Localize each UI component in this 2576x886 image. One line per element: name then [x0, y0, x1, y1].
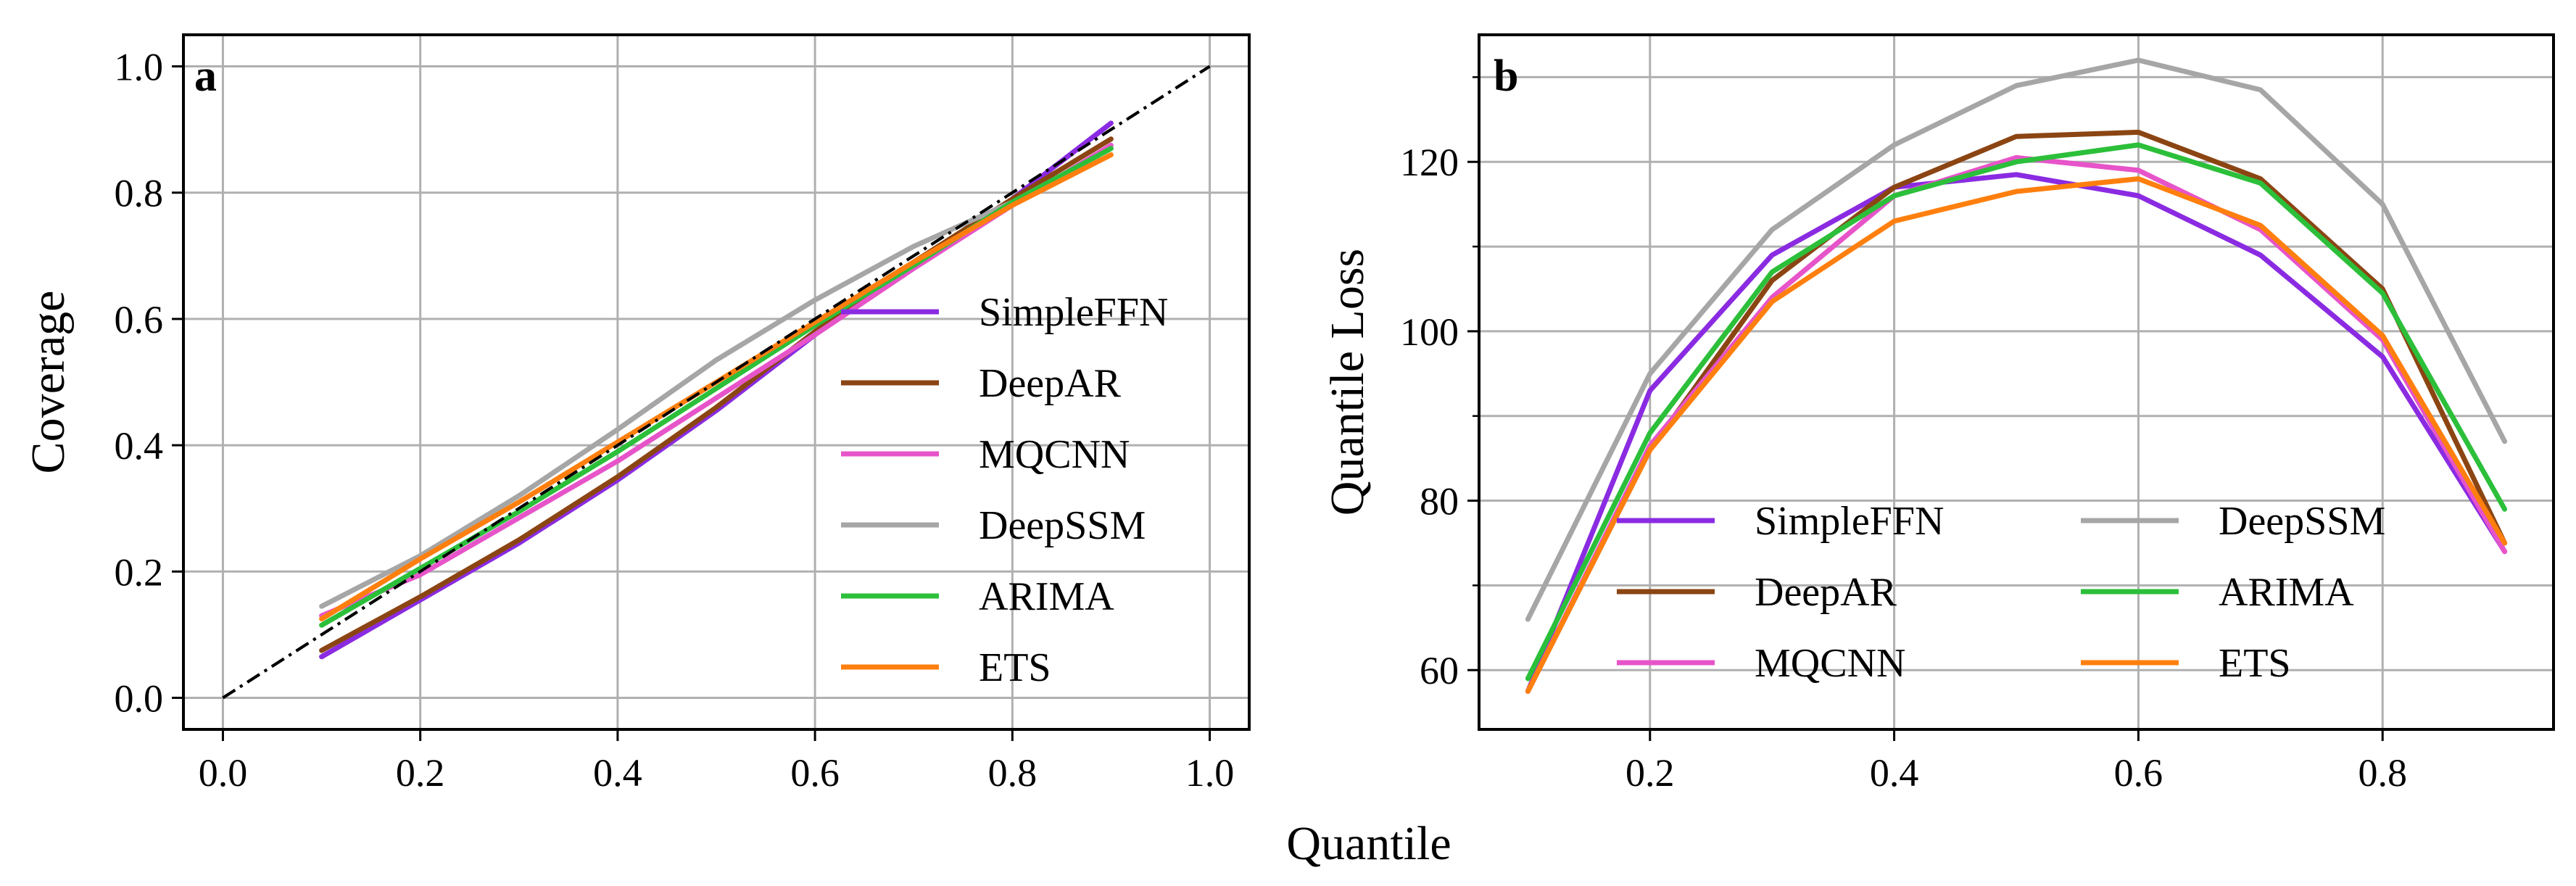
panel-a-coverage-chart: 0.0 0.2 0.4 0.6 0.8 1.0 0.00.20.40.60.81.0 a … [22, 33, 1251, 795]
b-ytick-label: 120 [1400, 141, 1459, 184]
a-ytick-label: 0.8 [115, 172, 164, 215]
shared-xlabel: Quantile [1286, 817, 1451, 870]
panel-b-legend: SimpleFFN DeepAR MQCNN DeepSSM ARIMA ETS [1617, 499, 2385, 686]
b-series-line-ets [1525, 176, 2508, 694]
b-legend-item-ets: ETS [2081, 641, 2291, 686]
panel-b-grid [1479, 35, 2554, 729]
panel-a-grid [183, 35, 1249, 729]
b-xtick-label: 0.4 [1870, 751, 1919, 795]
panel-a-legend: SimpleFFN DeepAR MQCNN DeepSSM ARIMA ETS [841, 290, 1168, 690]
b-legend-label: ARIMA [2219, 570, 2354, 615]
b-legend-item-arima: ARIMA [2081, 570, 2354, 615]
panel-b-y-ticks: 60 80 100 120 [1400, 76, 1479, 692]
a-legend-item-arima: ARIMA [841, 574, 1114, 619]
a-xtick-label: 0.4 [593, 751, 642, 795]
a-legend-label: DeepAR [979, 361, 1122, 406]
a-legend-label: MQCNN [979, 432, 1130, 477]
a-xtick-label: 0.0 [199, 751, 248, 795]
a-xtick-label: 1.0 [1185, 751, 1235, 795]
a-ytick-label: 0.6 [115, 298, 164, 341]
b-series-line-deepssm [1525, 57, 2508, 622]
b-legend-label: SimpleFFN [1755, 499, 1944, 544]
b-legend-label: DeepAR [1755, 570, 1897, 615]
a-xtick-label: 0.2 [396, 751, 445, 795]
b-xtick-label: 0.6 [2114, 751, 2163, 795]
panel-a-ylabel: Coverage [22, 291, 75, 474]
b-xtick-label: 0.2 [1625, 751, 1675, 795]
a-legend-item-deepssm: DeepSSM [841, 503, 1146, 548]
panel-a-tag: a [194, 51, 217, 101]
a-ytick-label: 1.0 [115, 46, 164, 89]
b-legend-label: MQCNN [1755, 641, 1905, 686]
a-legend-item-simpleffn: SimpleFFN [841, 290, 1168, 335]
panel-a-x-ticks: 0.0 0.2 0.4 0.6 0.8 1.0 [199, 729, 1235, 795]
b-legend-item-mqcnn: MQCNN [1617, 641, 1905, 686]
a-legend-label: ETS [979, 645, 1051, 690]
b-legend-item-deepar: DeepAR [1617, 570, 1897, 615]
panel-a-series [222, 65, 1211, 700]
panel-b-x-ticks: 0.2 0.4 0.6 0.8 [1625, 729, 2407, 795]
b-legend-item-simpleffn: SimpleFFN [1617, 499, 1944, 544]
panel-b-frame [1478, 33, 2555, 731]
b-legend-label: DeepSSM [2219, 499, 2385, 544]
a-xtick-label: 0.8 [988, 751, 1038, 795]
a-legend-label: DeepSSM [979, 503, 1146, 548]
b-series-line-deepar [1525, 129, 2508, 694]
b-ytick-label: 100 [1400, 310, 1459, 354]
a-series-line-deepar [319, 136, 1114, 653]
b-series-line-simpleffn [1525, 172, 2508, 694]
b-series-line-arima [1525, 142, 2508, 682]
a-legend-item-deepar: DeepAR [841, 361, 1122, 406]
panel-b-ylabel: Quantile Loss [1321, 249, 1374, 516]
a-ytick-label: 0.4 [115, 424, 164, 468]
b-series-line-mqcnn [1525, 154, 2508, 694]
panel-a-y-ticks: 0.0 0.2 0.4 0.6 0.8 1.0 [115, 46, 183, 720]
a-legend-label: SimpleFFN [979, 290, 1168, 335]
b-xtick-label: 0.8 [2358, 751, 2407, 795]
b-ytick-label: 60 [1420, 649, 1459, 692]
a-series-line-deepssm [319, 146, 1114, 609]
b-ytick-label: 80 [1420, 480, 1459, 523]
panel-b-series [1525, 57, 2508, 694]
panel-b-tag: b [1494, 51, 1518, 101]
a-diagonal-reference-line-top [222, 65, 1211, 700]
panel-a-frame [182, 33, 1251, 731]
a-legend-label: ARIMA [979, 574, 1114, 619]
a-legend-item-mqcnn: MQCNN [841, 432, 1130, 477]
a-xtick-label: 0.6 [790, 751, 840, 795]
b-legend-item-deepssm: DeepSSM [2081, 499, 2385, 544]
a-ytick-label: 0.2 [115, 550, 164, 594]
b-legend-label: ETS [2219, 641, 2291, 686]
a-ytick-label: 0.0 [115, 676, 164, 720]
a-legend-item-ets: ETS [841, 645, 1051, 690]
